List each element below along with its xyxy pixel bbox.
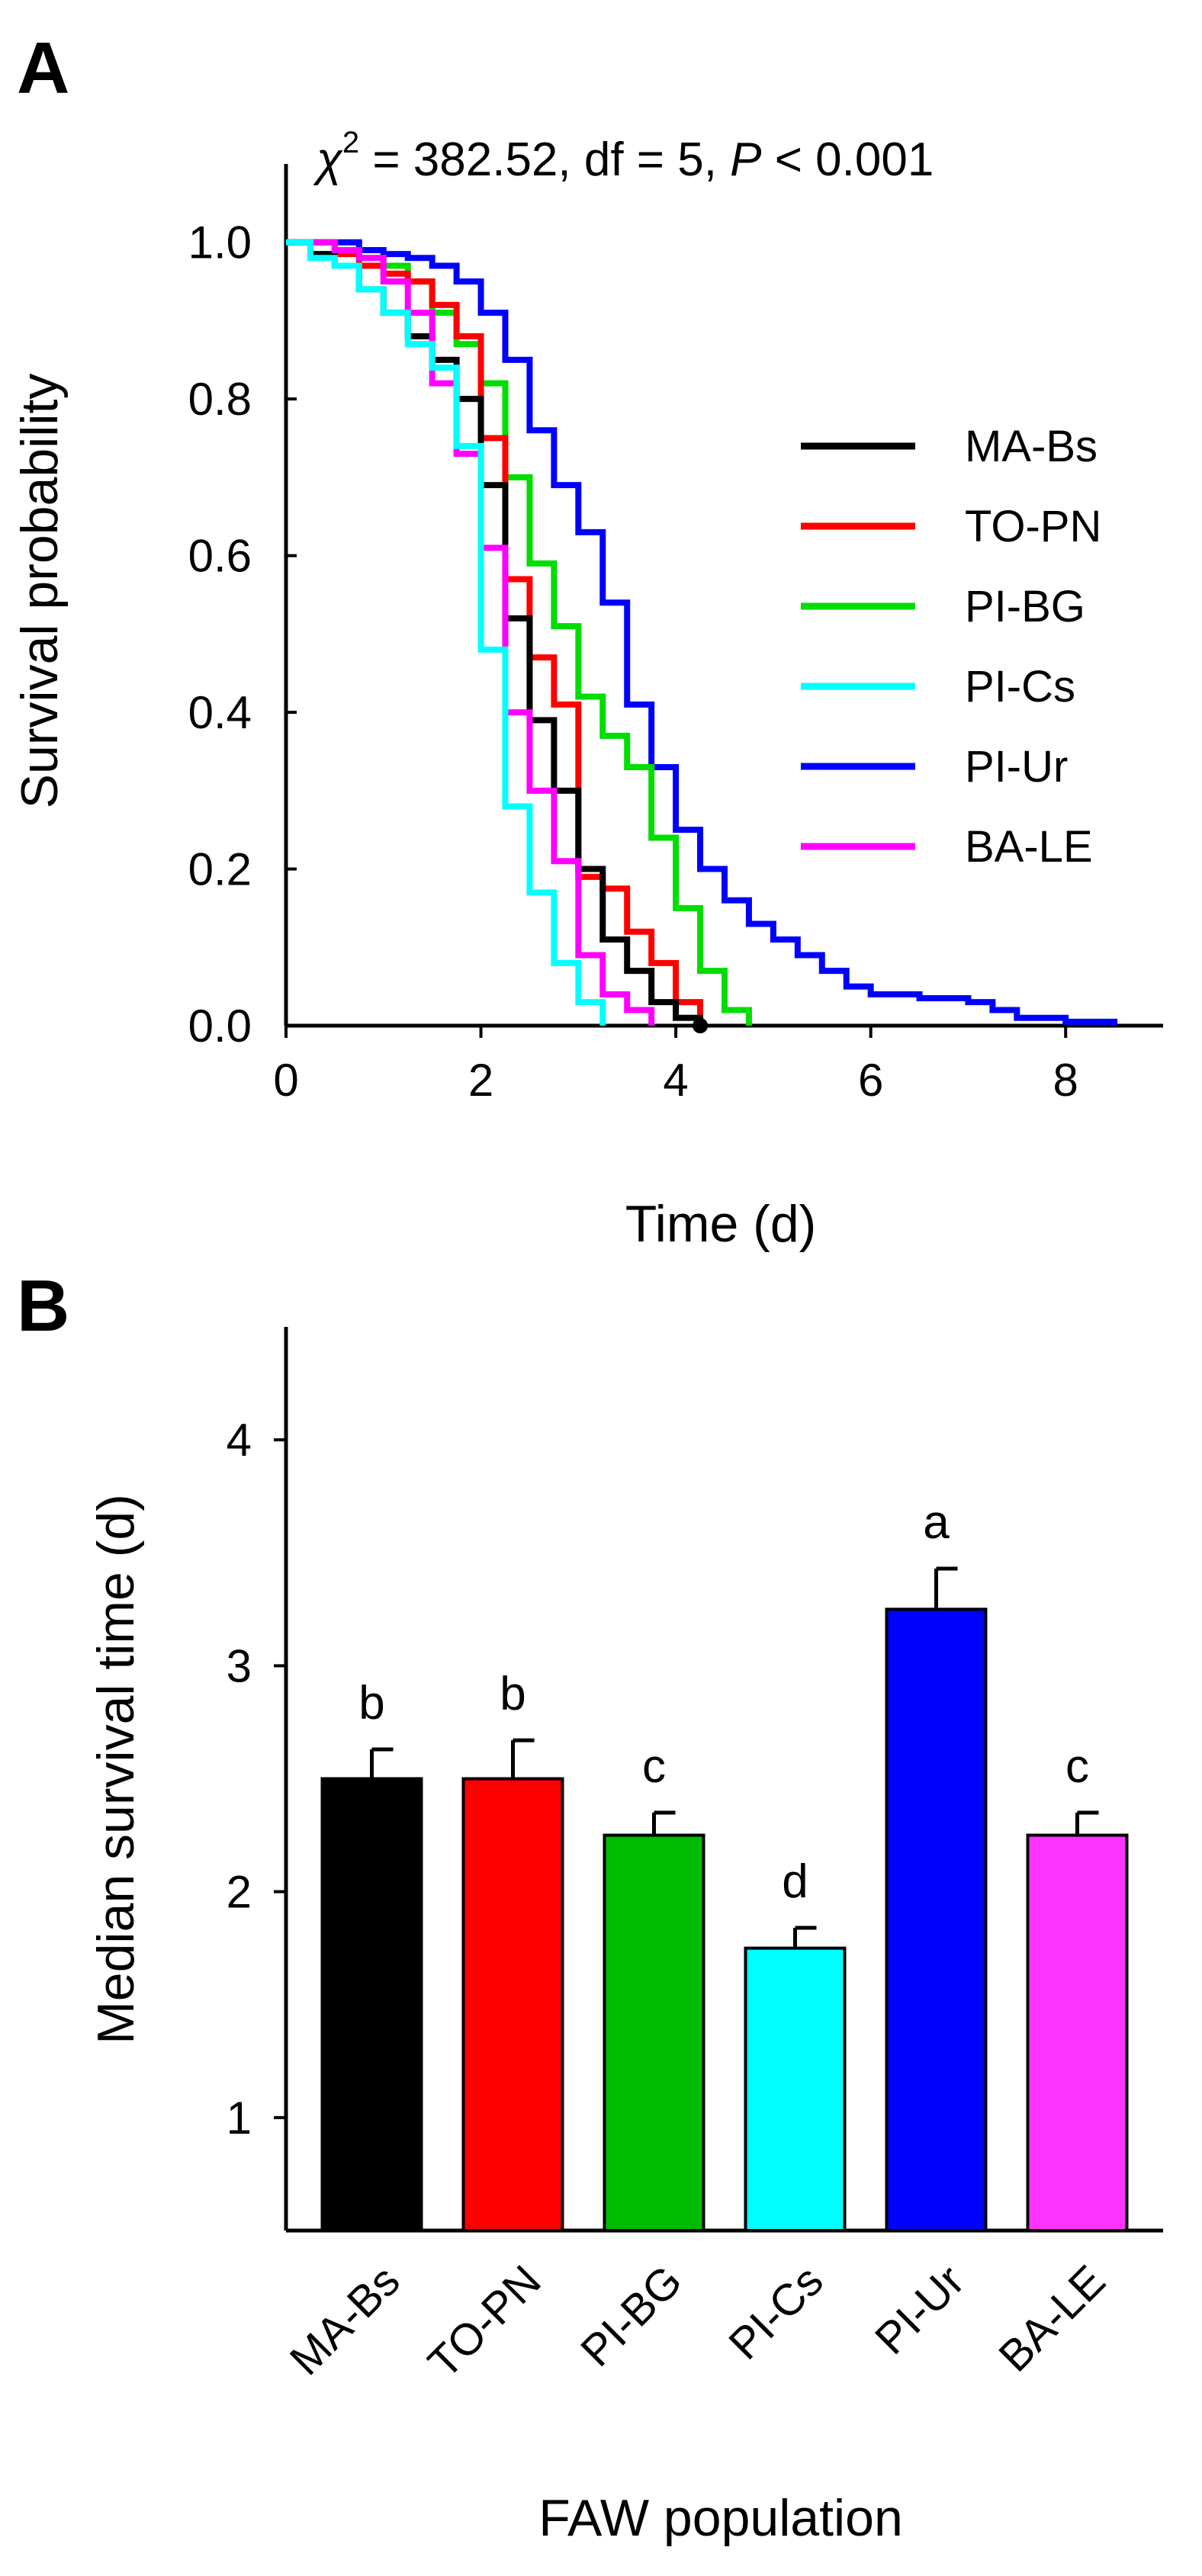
significance-letter: c [642, 1740, 666, 1793]
bar-pi-cs [744, 1946, 847, 2232]
y-axis-title: Survival probability [11, 374, 69, 809]
legend-label: PI-Ur [965, 742, 1068, 792]
category-label: PI-Cs [719, 2256, 832, 2369]
p-value-text: < 0.001 [762, 133, 934, 186]
bar-y-tick-label: 2 [227, 1867, 252, 1918]
y-tick-label: 1.0 [188, 217, 252, 268]
x-tick-label: 2 [468, 1055, 493, 1106]
survival-legend: MA-Bs TO-PN PI-BG PI-Cs PI-Ur BA-LE [801, 422, 1101, 872]
y-tick-label: 0.8 [188, 374, 252, 425]
bar-ba-le [1026, 1833, 1129, 2232]
y-tick-label: 0.6 [188, 531, 252, 582]
category-label: PI-Ur [866, 2256, 974, 2364]
chi-square-annotation: χ2 = 382.52, df = 5, P < 0.001 [313, 126, 934, 186]
category-label: PI-BG [571, 2256, 692, 2376]
legend-label: PI-Cs [965, 662, 1075, 711]
significance-letter: b [358, 1677, 384, 1730]
median-survival-panel: B 1 2 3 4 b MA-Bs b TO-PN c PI-BG d PI-Cs a PI-Ur c BA… [17, 1265, 1163, 2547]
p-symbol: P [730, 133, 761, 186]
significance-letter: c [1065, 1740, 1089, 1793]
y-tick-label: 0.0 [188, 1001, 252, 1052]
category-label: BA-LE [989, 2256, 1115, 2382]
bar-to-pn [461, 1777, 564, 2232]
survival-series-group [286, 239, 1118, 1033]
significance-letter: a [923, 1496, 950, 1549]
bar-pi-bg [603, 1833, 705, 2232]
bar-y-tick-label: 4 [227, 1415, 252, 1466]
chi-statistic-text: = 382.52, df = 5, [359, 133, 730, 186]
legend-label: BA-LE [965, 822, 1093, 872]
survival-curve-ba-le [286, 239, 655, 1026]
x-axis-title: Time (d) [625, 1195, 817, 1253]
chi-superscript: 2 [342, 126, 359, 159]
panel-letter-a: A [17, 27, 69, 109]
y-tick-label: 0.4 [188, 687, 252, 738]
category-label: TO-PN [419, 2256, 551, 2388]
panel-letter-b: B [17, 1265, 69, 1347]
chi-symbol: χ [313, 133, 343, 186]
y-tick-label: 0.2 [188, 844, 252, 895]
survival-curve-panel: A χ2 = 382.52, df = 5, P < 0.001 0.00.20… [11, 27, 1163, 1253]
survival-curve-pi-ur [286, 239, 1118, 1026]
bar-y-axis-title: Median survival time (d) [87, 1494, 145, 2044]
x-tick-label: 8 [1053, 1055, 1078, 1106]
survival-curve-to-pn [286, 239, 704, 1026]
legend-label: TO-PN [965, 502, 1101, 551]
bar-ma-bs [320, 1777, 423, 2232]
bar-x-axis-title: FAW population [538, 2489, 903, 2547]
x-tick-label: 4 [663, 1055, 688, 1106]
survival-curve-ma-bs [286, 239, 704, 1026]
x-tick-label: 6 [858, 1055, 883, 1106]
bar-y-tick-label: 3 [227, 1640, 252, 1691]
censor-marker-ma-bs [693, 1018, 709, 1033]
significance-letter: d [782, 1855, 808, 1908]
bar-series-group: b MA-Bs b TO-PN c PI-BG d PI-Cs a PI-Ur c BA-LE [281, 1496, 1129, 2388]
x-tick-label: 0 [273, 1055, 298, 1106]
bar-axes: 1 2 3 4 [227, 1327, 1163, 2233]
bar-y-tick-label: 1 [227, 2093, 252, 2144]
legend-label: PI-BG [965, 582, 1085, 631]
legend-label: MA-Bs [965, 422, 1098, 471]
category-label: MA-Bs [281, 2256, 410, 2385]
survival-curve-pi-cs [286, 239, 606, 1026]
significance-letter: b [500, 1668, 525, 1720]
bar-pi-ur [885, 1608, 988, 2232]
